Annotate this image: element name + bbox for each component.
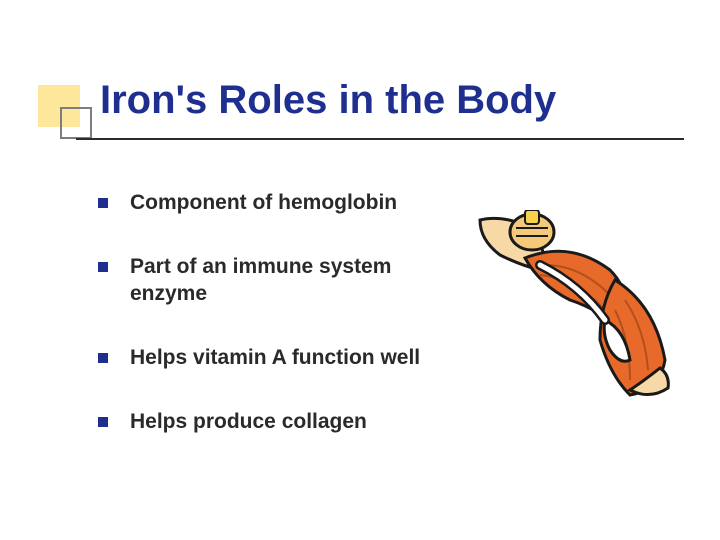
bullet-text: Helps produce collagen: [130, 409, 367, 435]
bullet-marker-icon: [98, 353, 108, 363]
page-title: Iron's Roles in the Body: [100, 78, 556, 123]
bullet-marker-icon: [98, 262, 108, 272]
bullet-list: Component of hemoglobin Part of an immun…: [98, 190, 438, 473]
list-item: Helps vitamin A function well: [98, 345, 438, 371]
bullet-marker-icon: [98, 198, 108, 208]
decoration-square-front: [60, 107, 92, 139]
title-underline: [76, 138, 684, 140]
flexed-arm-icon: [470, 210, 675, 405]
bullet-marker-icon: [98, 417, 108, 427]
bullet-text: Component of hemoglobin: [130, 190, 397, 216]
bullet-text: Part of an immune system enzyme: [130, 254, 438, 307]
list-item: Part of an immune system enzyme: [98, 254, 438, 307]
list-item: Helps produce collagen: [98, 409, 438, 435]
bullet-text: Helps vitamin A function well: [130, 345, 420, 371]
list-item: Component of hemoglobin: [98, 190, 438, 216]
